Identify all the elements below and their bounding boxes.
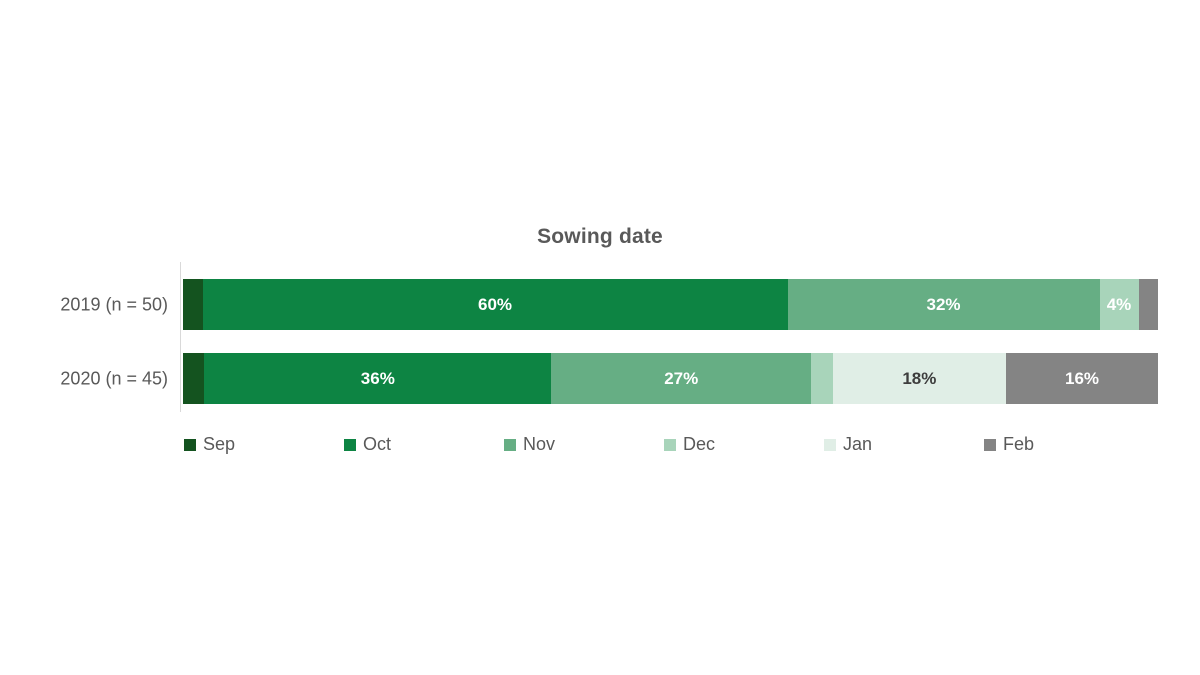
legend-item-sep: Sep	[184, 434, 344, 455]
bar-segment-dec	[811, 353, 833, 404]
segment-value-label: 18%	[902, 368, 937, 388]
bar-segment-jan: 18%	[832, 353, 1007, 404]
legend-label: Nov	[523, 434, 556, 454]
legend-swatch-icon	[504, 438, 516, 451]
legend-swatch-icon	[344, 438, 356, 451]
legend-item-nov: Nov	[504, 434, 664, 455]
legend-swatch-icon	[824, 438, 836, 451]
bar-segment-nov: 27%	[551, 353, 812, 404]
segment-value-label: 60%	[477, 294, 513, 314]
category-label: 2019 (n = 50)	[60, 294, 168, 314]
bar-segment-feb	[1138, 279, 1158, 330]
bar-segment-dec: 4%	[1099, 279, 1139, 330]
legend-label: Jan	[843, 434, 873, 454]
legend-label: Dec	[683, 434, 716, 454]
segment-value-label: 16%	[1064, 368, 1100, 388]
bar-row: 2019 (n = 50) 60% 32% 4%	[0, 279, 1200, 330]
legend-swatch-icon	[184, 438, 196, 451]
bar-segment-sep	[183, 353, 205, 404]
bar-segment-oct: 36%	[204, 353, 552, 404]
legend-item-jan: Jan	[824, 434, 984, 455]
segment-value-label: 36%	[360, 368, 395, 388]
legend-swatch-icon	[984, 438, 996, 451]
stacked-bar: 36% 27% 18% 16%	[183, 353, 1158, 404]
category-label: 2020 (n = 45)	[60, 368, 168, 388]
legend-label: Feb	[1003, 434, 1035, 454]
bar-segment-feb: 16%	[1006, 353, 1158, 404]
y-axis-line	[180, 262, 181, 412]
legend-label: Sep	[203, 434, 236, 454]
legend: Sep Oct Nov Dec Jan Feb	[184, 434, 1174, 455]
segment-value-label: 4%	[1106, 294, 1132, 314]
bar-segment-sep	[183, 279, 203, 330]
legend-item-dec: Dec	[664, 434, 824, 455]
legend-item-oct: Oct	[344, 434, 504, 455]
chart-title: Sowing date	[537, 225, 663, 248]
legend-item-feb: Feb	[984, 434, 1144, 455]
segment-value-label: 27%	[664, 368, 699, 388]
stacked-bar: 60% 32% 4%	[183, 279, 1158, 330]
legend-label: Oct	[363, 434, 392, 454]
bar-segment-oct: 60%	[202, 279, 788, 330]
segment-value-label: 32%	[926, 294, 961, 314]
bar-segment-nov: 32%	[787, 279, 1100, 330]
legend-swatch-icon	[664, 438, 676, 451]
bar-row: 2020 (n = 45) 36% 27% 18% 16%	[0, 353, 1200, 404]
